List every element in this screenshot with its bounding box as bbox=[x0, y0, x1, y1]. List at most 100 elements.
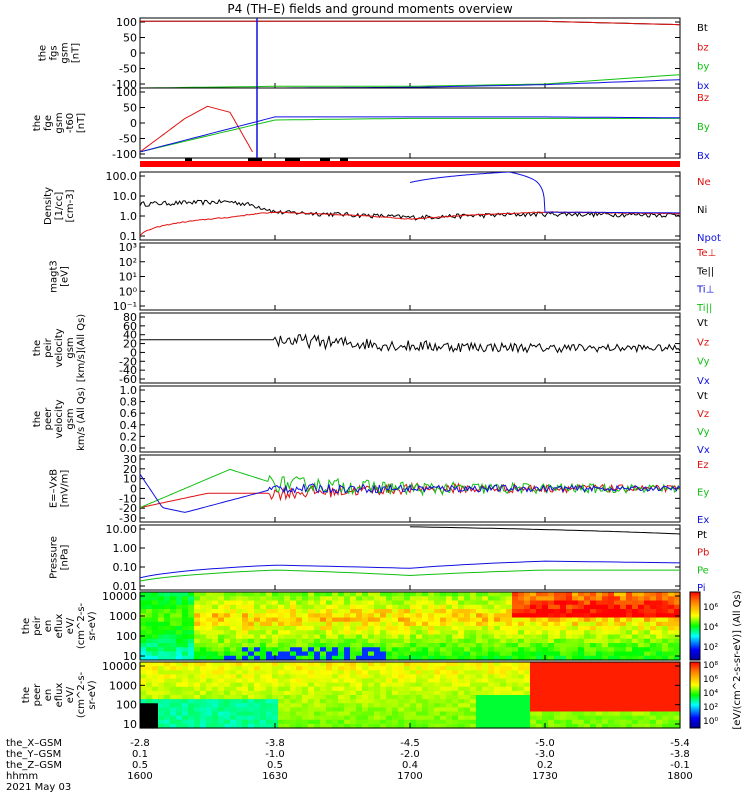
y-tick-label: 10.0 bbox=[113, 190, 138, 203]
y-tick-label: -20 bbox=[119, 355, 137, 368]
legend-Ti||: Ti|| bbox=[696, 303, 712, 314]
svg-text:the: the bbox=[21, 687, 32, 703]
legend-by: by bbox=[697, 62, 709, 73]
y-tick-label: 80 bbox=[123, 311, 137, 324]
x-tick-label: 0.2 bbox=[537, 760, 553, 771]
svg-text:gsm: gsm bbox=[60, 42, 71, 63]
y-tick-label: 0 bbox=[130, 47, 137, 60]
y-axis-label: the peir velocity gsm [km/s](All Qs) bbox=[32, 314, 87, 382]
x-tick-label: 0.4 bbox=[402, 760, 418, 771]
svg-text:eflux: eflux bbox=[54, 614, 65, 639]
series-Ni bbox=[140, 198, 680, 221]
y-tick-label: 30 bbox=[123, 453, 137, 466]
legend-Te||: Te|| bbox=[696, 266, 714, 277]
svg-text:eV/: eV/ bbox=[65, 617, 76, 634]
y-tick-label: 10000 bbox=[102, 590, 137, 603]
series-Ne bbox=[140, 211, 680, 236]
legend-By: By bbox=[697, 122, 710, 133]
svg-text:-t60: -t60 bbox=[65, 113, 76, 133]
svg-text:[nT]: [nT] bbox=[71, 43, 82, 63]
legend-Npot: Npot bbox=[697, 233, 721, 244]
x-tick-label: -3.0 bbox=[535, 749, 555, 760]
y-tick-label: 10⁻¹ bbox=[113, 300, 137, 313]
panel-frame bbox=[139, 242, 681, 311]
y-axis-label: Pressure [nPa] bbox=[49, 536, 71, 579]
legend-Vy: Vy bbox=[697, 357, 710, 368]
y-tick-label: 100 bbox=[116, 630, 137, 643]
svg-text:peer: peer bbox=[32, 683, 43, 707]
y-tick-label: 0 bbox=[130, 483, 137, 496]
legend-Ti⊥: Ti⊥ bbox=[696, 285, 714, 296]
svg-text:the: the bbox=[32, 411, 43, 427]
legend-Te⊥: Te⊥ bbox=[696, 248, 716, 259]
panel-frame bbox=[139, 385, 681, 453]
x-tick-label: -5.4 bbox=[670, 738, 690, 749]
x-tick-label: -3.8 bbox=[265, 738, 285, 749]
status-bar bbox=[140, 161, 680, 167]
panel-frame bbox=[139, 87, 681, 159]
plot-title: P4 (TH–E) fields and ground moments over… bbox=[227, 2, 512, 16]
y-tick-label: -100 bbox=[112, 78, 137, 91]
status-mark bbox=[248, 158, 262, 161]
y-tick-label: 0 bbox=[130, 117, 137, 130]
colorbar-electrons bbox=[689, 661, 701, 729]
y-tick-label: 1.00 bbox=[113, 542, 138, 555]
y-tick-label: 10.00 bbox=[106, 523, 138, 536]
x-tick-label: 1630 bbox=[262, 771, 287, 782]
y-tick-label: 10 bbox=[123, 718, 137, 731]
x-row-label: 2021 May 03 bbox=[6, 782, 71, 793]
svg-text:Density: Density bbox=[43, 187, 54, 225]
legend-Pb: Pb bbox=[697, 548, 709, 559]
legend-Ez: Ez bbox=[697, 460, 709, 471]
y-tick-label: -50 bbox=[119, 63, 137, 76]
status-mark bbox=[340, 158, 348, 161]
svg-text:velocity: velocity bbox=[54, 399, 65, 438]
colorbar-tick: 10⁶ bbox=[703, 675, 718, 685]
legend-Bx: Bx bbox=[697, 151, 710, 162]
y-tick-label: -20 bbox=[119, 502, 137, 515]
legend-Ne: Ne bbox=[697, 177, 711, 188]
panel-pressure: 10.00 1.00 0.10 0.01 Pressure [nPa] Pt Pb Pe Pi bbox=[49, 523, 710, 594]
panel-peervel: 1.00.80.60.40.20.0 the peer velocity gsm km/s… bbox=[32, 384, 710, 456]
colorbar-ions bbox=[689, 591, 701, 661]
svg-text:the: the bbox=[32, 340, 43, 356]
svg-text:[cm-3]: [cm-3] bbox=[65, 189, 76, 222]
svg-text:magt3: magt3 bbox=[49, 260, 60, 293]
legend-Ey: Ey bbox=[697, 488, 709, 499]
y-tick-label: 0.1 bbox=[120, 230, 138, 243]
x-row-label: the_X–GSM bbox=[6, 738, 62, 749]
svg-text:velocity: velocity bbox=[54, 328, 65, 367]
series-bz bbox=[140, 20, 680, 26]
x-tick-label: -2.0 bbox=[400, 749, 420, 760]
y-tick-label: 10¹ bbox=[119, 271, 137, 284]
y-tick-label: 60 bbox=[123, 320, 137, 333]
y-tick-label: -60 bbox=[119, 373, 137, 386]
y-tick-label: -10 bbox=[119, 492, 137, 505]
x-tick-label: -2.8 bbox=[130, 738, 150, 749]
x-row-label: hhmm bbox=[6, 771, 38, 782]
svg-text:[nPa]: [nPa] bbox=[60, 544, 71, 570]
y-tick-label: 50 bbox=[123, 32, 137, 45]
panel-frame bbox=[139, 17, 681, 89]
y-tick-label: 100 bbox=[116, 86, 137, 99]
y-tick-label: 0.01 bbox=[113, 580, 138, 593]
svg-text:fgs: fgs bbox=[49, 45, 60, 60]
legend-bx: bx bbox=[697, 81, 709, 92]
svg-text:the: the bbox=[21, 618, 32, 634]
series-Ex bbox=[140, 473, 680, 513]
legend-Pi: Pi bbox=[697, 583, 706, 594]
svg-text:en: en bbox=[43, 620, 54, 633]
svg-text:[eV/(cm^2-s-sr-eV)] (All Qs): [eV/(cm^2-s-sr-eV)] (All Qs) bbox=[732, 590, 743, 729]
y-tick-label: 10000 bbox=[102, 660, 137, 673]
y-tick-label: 1000 bbox=[109, 610, 137, 623]
legend-Vx: Vx bbox=[697, 376, 710, 387]
series-Pt bbox=[409, 526, 680, 535]
panel-peeren: 10000 1000 100 10 the peer en eflux eV/(cm^2-s-s… bbox=[21, 660, 681, 731]
y-tick-label: 1.0 bbox=[120, 210, 138, 223]
svg-text:sr-eV): sr-eV) bbox=[87, 611, 98, 640]
svg-text:[nT]: [nT] bbox=[76, 113, 87, 133]
y-tick-label: 1000 bbox=[109, 679, 137, 692]
